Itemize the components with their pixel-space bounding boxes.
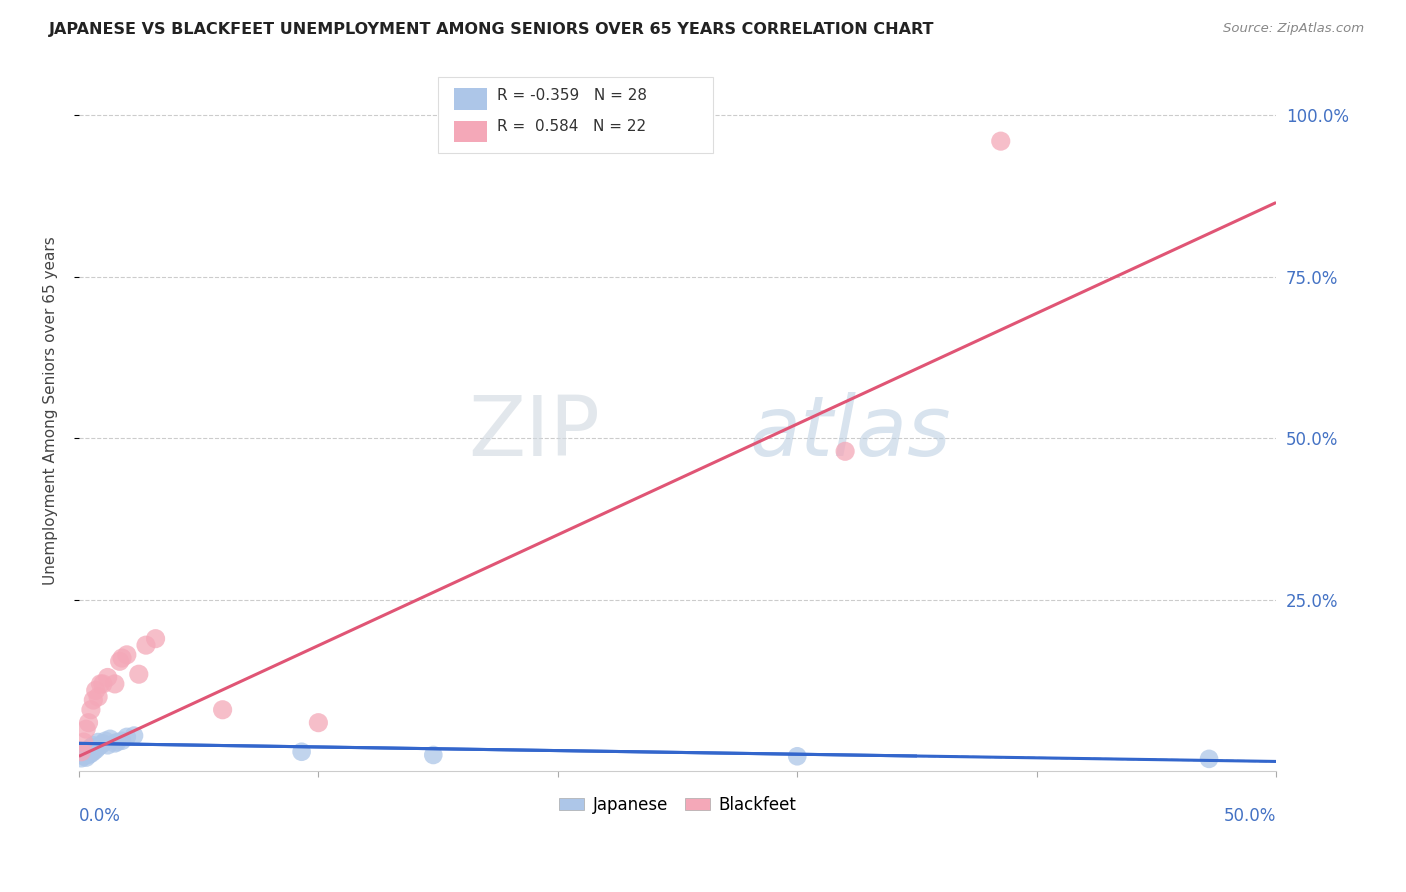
Point xyxy=(291,745,314,759)
Point xyxy=(122,729,145,743)
Point xyxy=(786,749,808,764)
Point xyxy=(82,693,104,707)
Point xyxy=(75,722,97,736)
Point xyxy=(80,747,103,761)
Point xyxy=(84,683,107,698)
Point xyxy=(70,751,93,765)
Y-axis label: Unemployment Among Seniors over 65 years: Unemployment Among Seniors over 65 years xyxy=(44,236,58,585)
Point xyxy=(87,740,110,755)
Point xyxy=(75,745,97,759)
Point xyxy=(98,731,121,746)
Point xyxy=(990,134,1012,148)
FancyBboxPatch shape xyxy=(439,78,713,153)
Point xyxy=(128,667,150,681)
Text: JAPANESE VS BLACKFEET UNEMPLOYMENT AMONG SENIORS OVER 65 YEARS CORRELATION CHART: JAPANESE VS BLACKFEET UNEMPLOYMENT AMONG… xyxy=(49,22,935,37)
Text: 50.0%: 50.0% xyxy=(1223,807,1277,825)
Point xyxy=(97,670,120,684)
Point xyxy=(111,651,134,665)
Point xyxy=(111,733,134,747)
Point xyxy=(77,747,100,762)
Text: 0.0%: 0.0% xyxy=(79,807,121,825)
Text: R = -0.359   N = 28: R = -0.359 N = 28 xyxy=(496,88,647,103)
Point xyxy=(135,638,157,652)
Point xyxy=(70,745,93,759)
Point xyxy=(91,677,114,691)
Point xyxy=(80,703,103,717)
Point xyxy=(75,750,97,764)
Point xyxy=(82,739,104,753)
Point xyxy=(87,735,110,749)
Point xyxy=(89,739,111,753)
Point xyxy=(84,743,107,757)
Point xyxy=(115,730,138,744)
Point xyxy=(105,735,128,749)
Point xyxy=(91,736,114,750)
Legend: Japanese, Blackfeet: Japanese, Blackfeet xyxy=(553,789,803,821)
Point xyxy=(422,747,444,762)
Point xyxy=(97,739,120,753)
Point xyxy=(77,715,100,730)
Point xyxy=(108,654,131,668)
Point xyxy=(82,745,104,759)
Point xyxy=(73,735,96,749)
Point xyxy=(145,632,167,646)
Text: Source: ZipAtlas.com: Source: ZipAtlas.com xyxy=(1223,22,1364,36)
Point xyxy=(115,648,138,662)
FancyBboxPatch shape xyxy=(454,120,488,142)
Point xyxy=(1198,752,1220,766)
Point xyxy=(94,733,117,747)
Point xyxy=(104,677,127,691)
Text: R =  0.584   N = 22: R = 0.584 N = 22 xyxy=(496,120,645,134)
Point xyxy=(80,740,103,755)
Point xyxy=(89,677,111,691)
Point xyxy=(77,743,100,757)
Point xyxy=(211,703,233,717)
Text: atlas: atlas xyxy=(749,392,950,473)
Point xyxy=(73,749,96,764)
Point xyxy=(307,715,329,730)
FancyBboxPatch shape xyxy=(454,88,488,110)
Point xyxy=(834,444,856,458)
Point xyxy=(73,747,96,761)
Point xyxy=(87,690,110,704)
Point xyxy=(104,736,127,750)
Text: ZIP: ZIP xyxy=(468,392,600,473)
